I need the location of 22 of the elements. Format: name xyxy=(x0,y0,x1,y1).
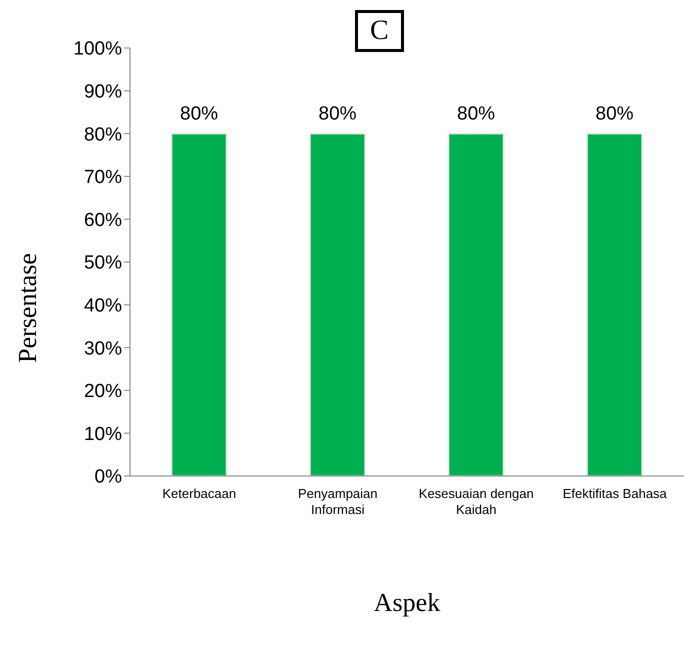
y-tick-label: 40% xyxy=(84,296,122,317)
y-tick-label: 30% xyxy=(84,338,122,360)
y-axis-title: Persentase xyxy=(13,253,43,363)
x-axis-title: Aspek xyxy=(372,588,442,618)
data-label: 80% xyxy=(457,104,496,125)
x-tick-label: Kesesuaian dengan Kaidah xyxy=(418,486,534,517)
data-label: 80% xyxy=(180,104,218,125)
data-label: 80% xyxy=(596,104,634,125)
y-tick-label: 60% xyxy=(84,210,122,231)
x-tick-label: Penyampaian Informasi xyxy=(298,486,378,517)
x-tick-label: Efektifitas Bahasa xyxy=(562,486,668,501)
y-tick-label: 90% xyxy=(84,82,122,103)
data-label: 80% xyxy=(318,104,357,125)
y-tick-label: 0% xyxy=(94,466,122,488)
x-tick-label: Keterbacaan xyxy=(162,486,236,501)
y-tick-label: 80% xyxy=(84,124,122,146)
y-tick-label: 70% xyxy=(84,167,122,188)
y-tick-label: 10% xyxy=(84,424,122,445)
y-tick-label: 50% xyxy=(84,252,122,274)
chart-title: C xyxy=(355,10,404,52)
y-tick-label: 20% xyxy=(84,381,122,402)
y-tick-label: 100% xyxy=(73,38,122,60)
